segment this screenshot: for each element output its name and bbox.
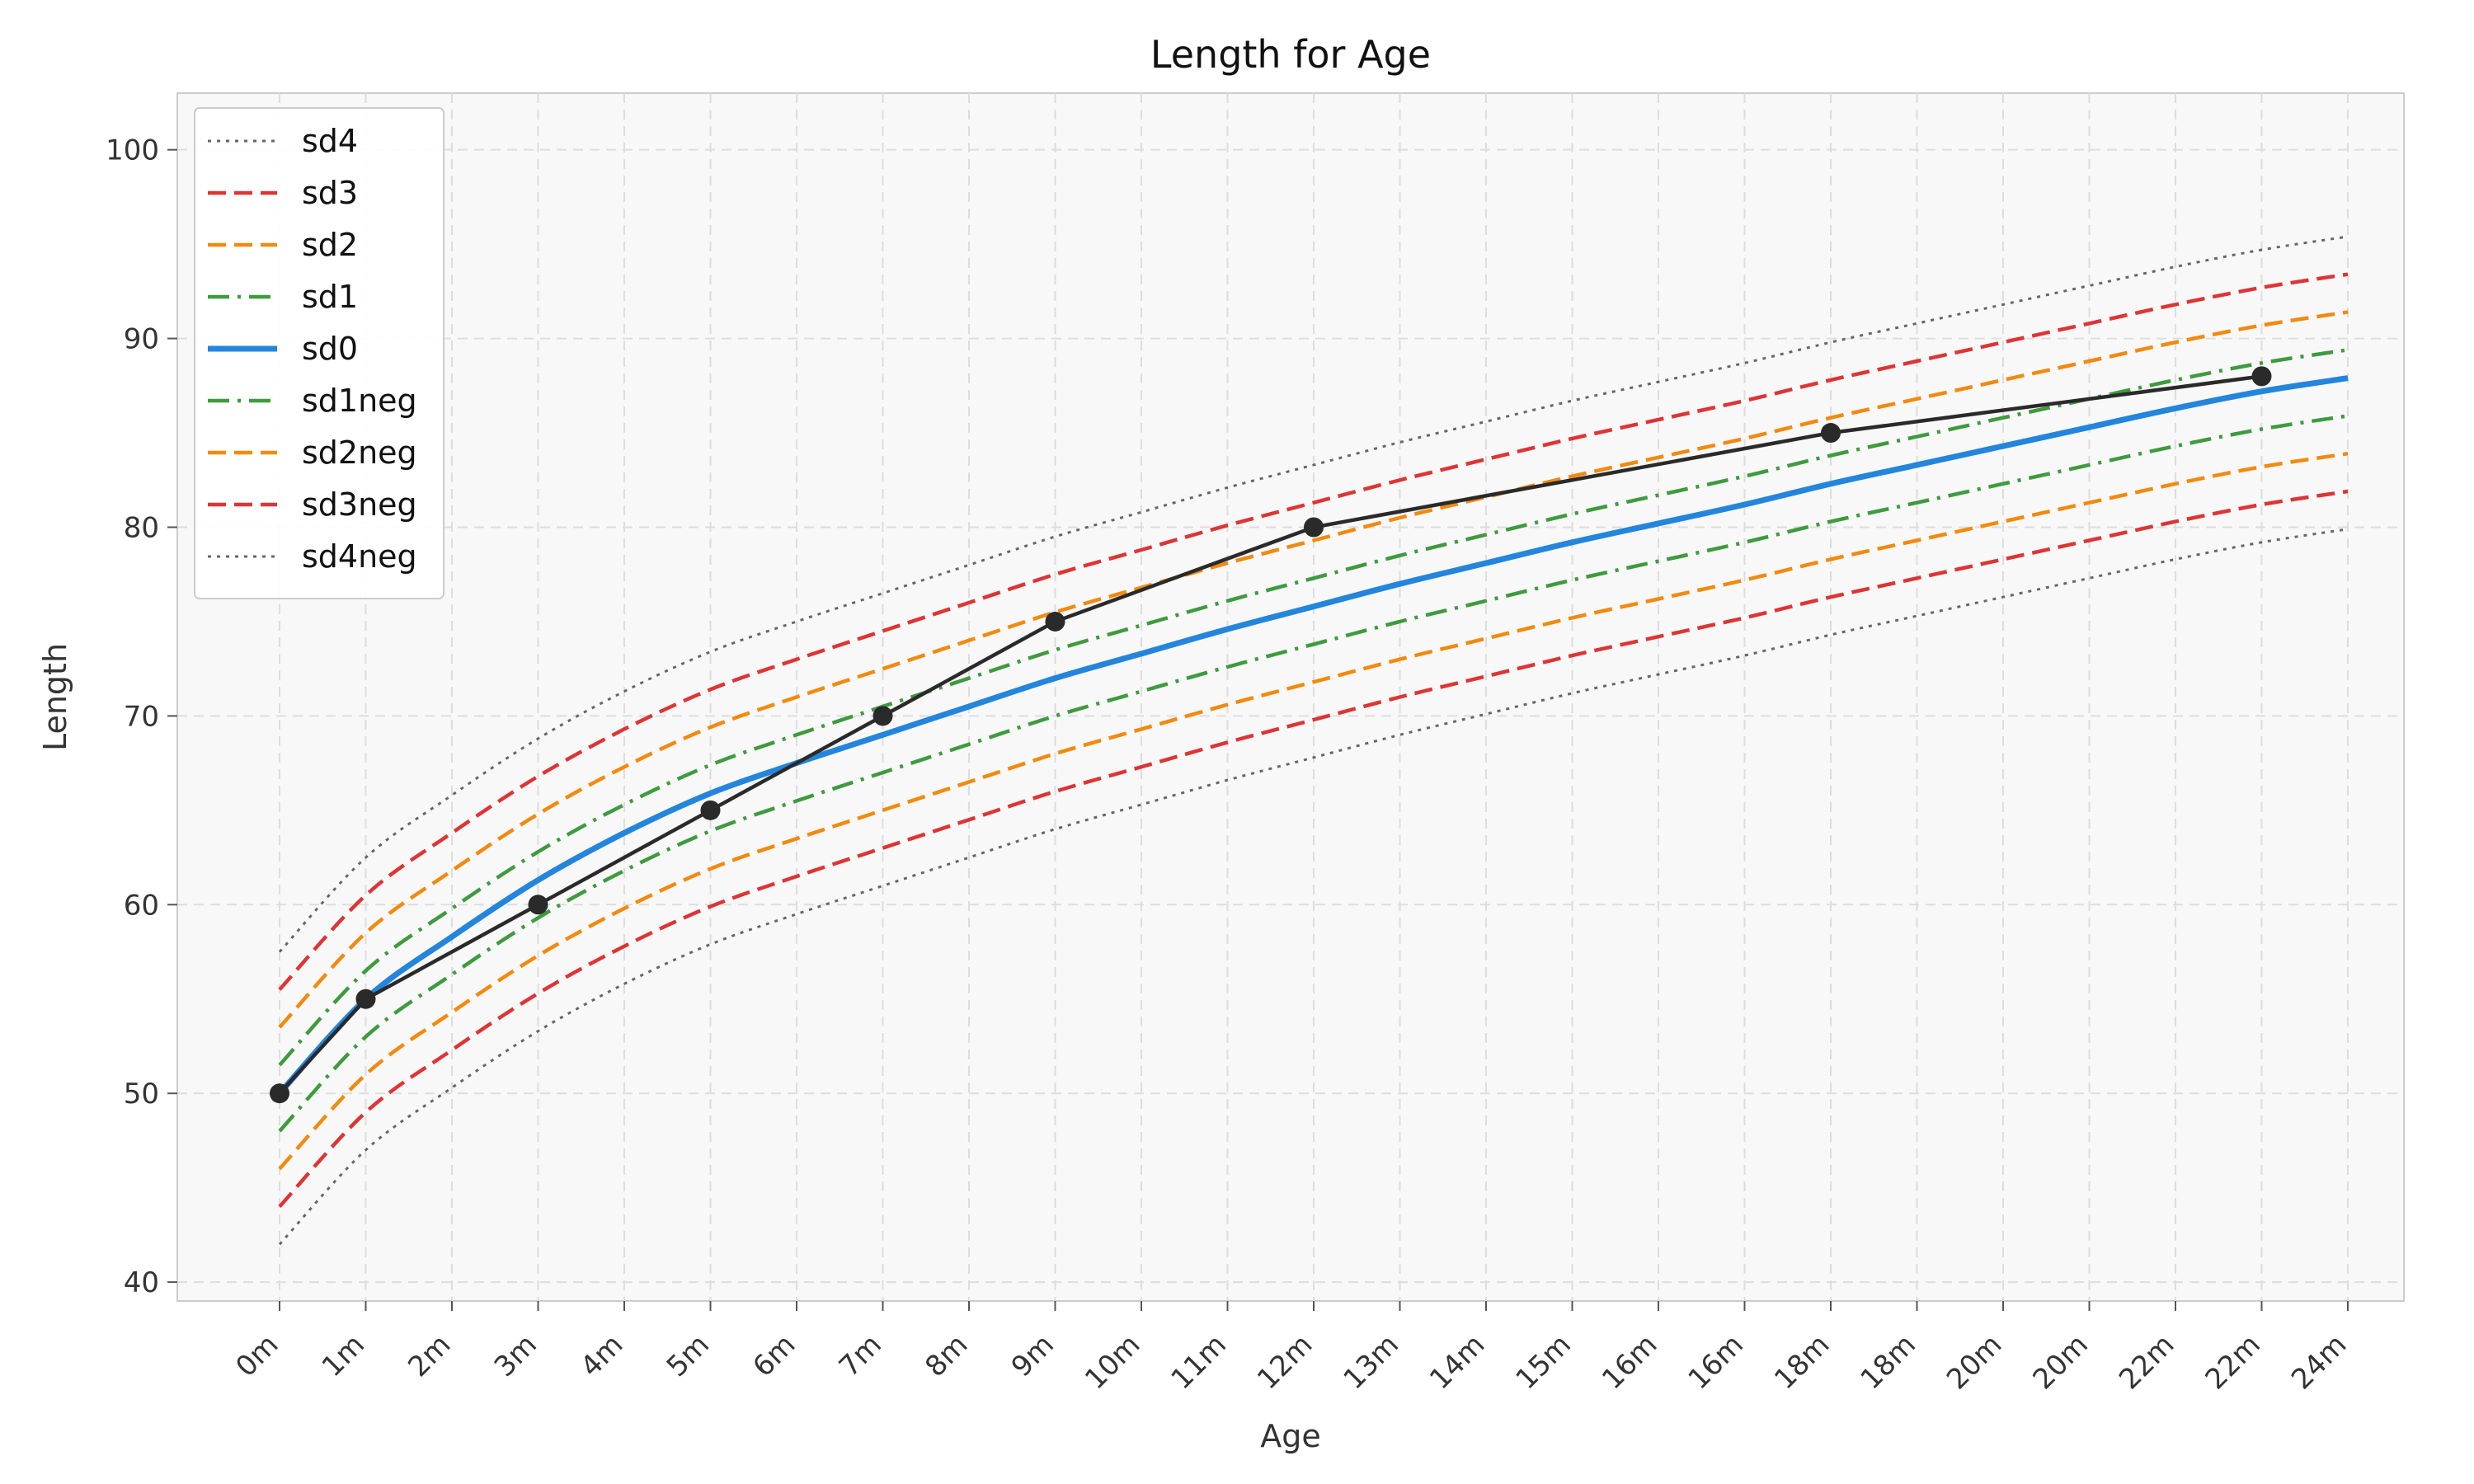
measurement-point: [528, 895, 548, 915]
legend-box: [194, 107, 444, 599]
legend-label-sd4neg: sd4neg: [302, 538, 417, 575]
legend-label-sd1: sd1: [302, 279, 358, 315]
plot-area: [176, 92, 2405, 1302]
reference-curves: [277, 235, 2349, 1246]
y-tick-label: 80: [124, 511, 159, 544]
series-line-sd4neg: [278, 528, 2349, 1246]
legend-label-sd4: sd4: [302, 123, 358, 159]
measurement-point: [270, 1083, 289, 1104]
legend-label-sd2neg: sd2neg: [302, 434, 417, 471]
legend-label-sd0: sd0: [302, 331, 358, 367]
legend: sd4 sd3 sd2 sd1 sd0 sd1neg sd2neg sd3neg sd4neg: [194, 107, 444, 599]
y-axis-label: Length: [37, 643, 73, 751]
measurement-point: [1304, 517, 1324, 538]
child-measurements: [270, 366, 2272, 1104]
measurement-point: [2251, 366, 2272, 387]
y-tick-label: 50: [124, 1078, 159, 1111]
grid-lines: [177, 93, 2404, 1301]
x-axis-label: Age: [1260, 1418, 1321, 1454]
chart-title: Length for Age: [1150, 32, 1431, 77]
series-line-sd1: [278, 348, 2349, 1067]
series-line-sd4: [278, 235, 2349, 953]
measurement-point: [355, 989, 376, 1009]
legend-label-sd3: sd3: [302, 175, 358, 211]
y-tick-label: 70: [124, 700, 159, 733]
measurement-point: [872, 706, 893, 726]
series-line-sd0: [277, 375, 2349, 1096]
y-tick-label: 40: [124, 1266, 159, 1299]
legend-label-sd3neg: sd3neg: [302, 486, 417, 523]
y-tick-label: 90: [124, 323, 159, 356]
legend-label-sd2: sd2: [302, 227, 358, 263]
measurement-point: [1045, 611, 1065, 632]
y-tick-label: 100: [106, 134, 159, 167]
legend-label-sd1neg: sd1neg: [302, 383, 417, 419]
y-tick-label: 60: [124, 889, 159, 922]
measurement-point: [700, 800, 721, 820]
series-line-sd1neg: [278, 414, 2349, 1133]
measurement-point: [1821, 423, 1841, 444]
